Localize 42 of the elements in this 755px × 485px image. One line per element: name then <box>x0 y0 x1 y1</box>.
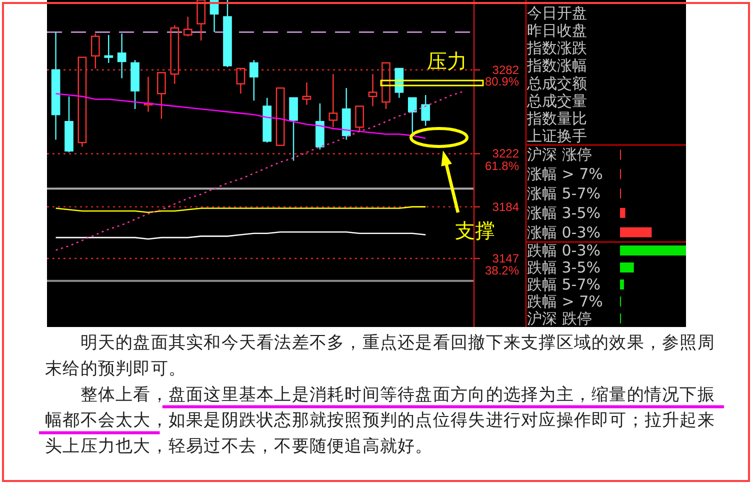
text: 指数涨幅 <box>526 56 587 75</box>
text: 指数涨跌 <box>526 39 587 58</box>
annotation: 压力 <box>427 49 467 73</box>
y-tick-label: 跌幅 3-5% <box>527 258 601 276</box>
bar <box>620 208 626 218</box>
y-tick-label: 跌幅 5-7% <box>527 276 601 294</box>
text: 上证换手 <box>527 127 587 146</box>
y2-tick-label: 38.2% <box>484 263 520 278</box>
candlestick <box>170 24 180 84</box>
y-tick-label: 沪深 涨停 <box>527 146 592 164</box>
y-tick-label: 跌幅 0-3% <box>527 242 601 260</box>
y-tick-label: 3222 <box>492 146 520 161</box>
y2-tick-label: 61.8% <box>484 158 520 173</box>
y-tick-label: 沪深 跌停 <box>527 310 592 328</box>
line-series <box>55 231 426 240</box>
y-tick-label: 涨幅 0-3% <box>527 223 601 242</box>
y-tick-label: 3282 <box>492 62 520 77</box>
y-tick-label: 跌幅 > 7% <box>527 292 603 310</box>
bar <box>620 280 624 290</box>
candlestick <box>368 73 378 107</box>
candlestick <box>302 82 312 106</box>
y-tick-label: 3184 <box>492 200 520 214</box>
candlestick <box>144 76 153 112</box>
y-tick-label: 涨幅 5-7% <box>527 184 601 202</box>
candlestick <box>51 32 60 140</box>
text: 总成交额 <box>526 74 587 92</box>
y-tick-label: 涨幅 > 7% <box>527 165 603 184</box>
text: 头上压力也大，轻易过不去，不要随便追高就好。 <box>45 436 432 457</box>
bar <box>620 262 634 272</box>
line-series <box>55 92 426 139</box>
y2-tick-label: 80.9% <box>484 74 520 88</box>
text: 总成交量 <box>526 92 587 110</box>
text: 指数量比 <box>526 110 587 128</box>
text: 昨日收盘 <box>527 21 587 40</box>
text: 明天的盘面其实和今天看法差不多，重点还是看回撤下来支撑区域的效果，参照周末给的预判即可。 <box>45 333 714 379</box>
candlestick <box>342 87 351 140</box>
candlestick <box>117 32 126 79</box>
text: 幅都不会太大，如果是阴跌状态那就按照预判的点位得失进行对应操作即可；拉升起来 <box>45 410 714 431</box>
y-tick-label: 涨幅 3-5% <box>527 204 601 222</box>
y-tick-label: 3147 <box>492 252 520 266</box>
text: 整体上看，盘面这里基本上是消耗时间等待盘面方向的选择为主，缩量的情况下振 <box>80 384 714 405</box>
text: 今日开盘 <box>527 4 587 22</box>
